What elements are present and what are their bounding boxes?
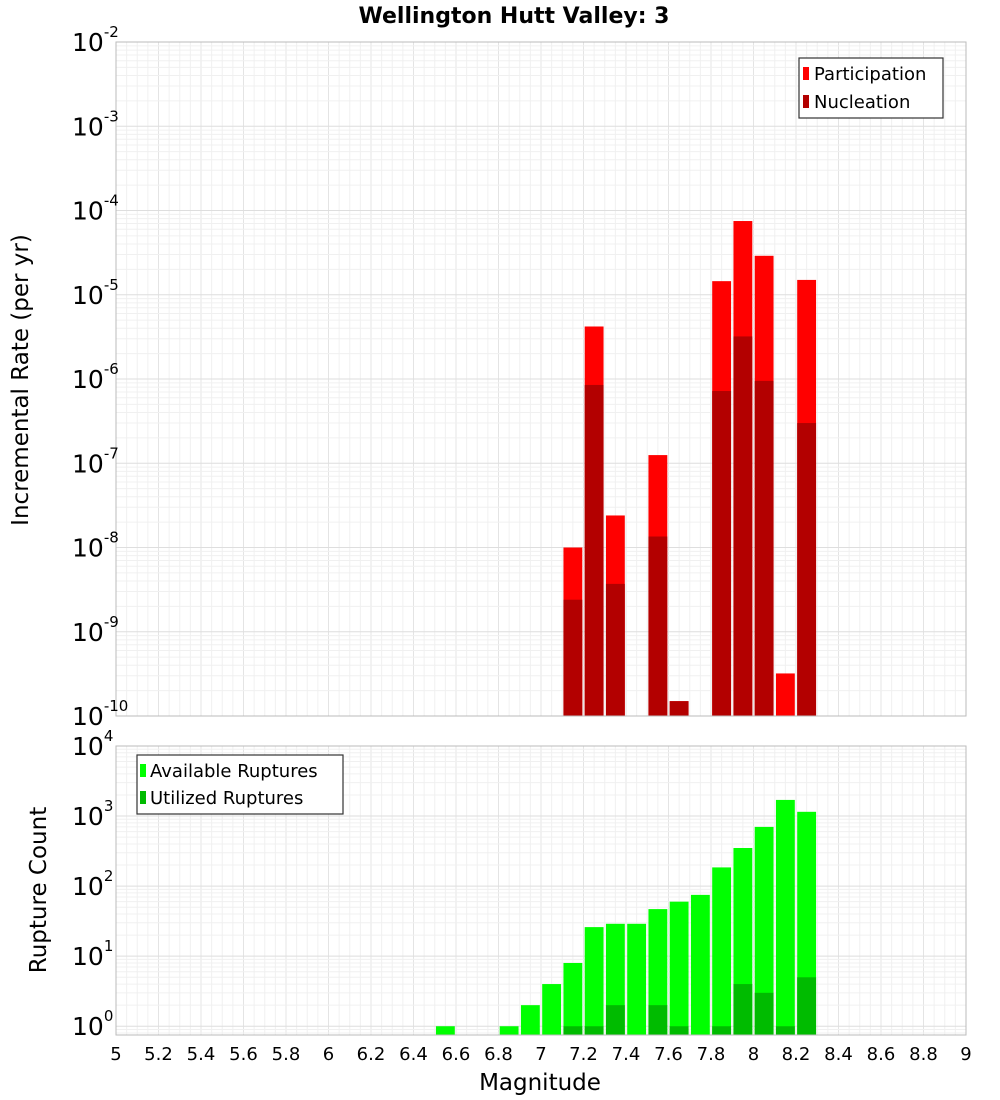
- y-tick-label: 10-10: [72, 697, 128, 731]
- y-tick-label: 101: [72, 937, 113, 971]
- x-tick-label: 8.8: [909, 1044, 938, 1065]
- rupture-count-y-axis-label: Rupture Count: [26, 807, 52, 973]
- bar-nucleation-m7.95: [733, 336, 753, 716]
- x-tick-label: 6.4: [399, 1044, 428, 1065]
- bar-utilized-ruptures-m7.95: [733, 984, 753, 1035]
- x-tick-label: 9: [960, 1044, 971, 1065]
- incremental-rate-grid: [116, 41, 966, 717]
- bar-utilized-ruptures-m8.15: [775, 1026, 795, 1035]
- bar-utilized-ruptures-m8.05: [754, 992, 774, 1035]
- legend-swatch-available-ruptures: [140, 764, 146, 777]
- bar-available-ruptures-m7.45: [627, 923, 647, 1035]
- bar-nucleation-m7.55: [648, 536, 668, 716]
- bar-utilized-ruptures-m7.85: [712, 1026, 732, 1035]
- legend-swatch-nucleation: [803, 95, 809, 108]
- bar-nucleation-m7.15: [563, 599, 583, 716]
- legend-label-available-ruptures: Available Ruptures: [150, 761, 318, 782]
- rupture-count-grid: [116, 745, 966, 1035]
- x-tick-label: 5: [110, 1044, 121, 1065]
- bar-nucleation-m7.35: [605, 583, 625, 716]
- legend-swatch-utilized-ruptures: [140, 791, 146, 804]
- x-tick-label: 5.4: [187, 1044, 216, 1065]
- x-tick-label: 6.6: [442, 1044, 471, 1065]
- rupture-count-bars: [435, 799, 817, 1035]
- y-tick-label: 103: [72, 797, 113, 831]
- bar-nucleation-m7.25: [584, 384, 604, 716]
- bar-available-ruptures-m7.65: [669, 901, 689, 1035]
- bar-utilized-ruptures-m7.55: [648, 1005, 668, 1035]
- x-tick-label: 7.4: [612, 1044, 641, 1065]
- bar-available-ruptures-m7.85: [712, 867, 732, 1035]
- bar-available-ruptures-m8.15: [775, 799, 795, 1035]
- x-tick-label: 7.8: [697, 1044, 726, 1065]
- bar-utilized-ruptures-m7.35: [605, 1005, 625, 1035]
- x-tick-label: 5.6: [229, 1044, 258, 1065]
- bar-utilized-ruptures-m7.65: [669, 1026, 689, 1035]
- bar-available-ruptures-m6.95: [520, 1005, 540, 1035]
- y-tick-label: 10-2: [72, 23, 119, 57]
- x-tick-label: 8.2: [782, 1044, 811, 1065]
- legend-swatch-participation: [803, 67, 809, 80]
- x-tick-label: 6.2: [357, 1044, 386, 1065]
- x-tick-label: 7: [535, 1044, 546, 1065]
- bar-nucleation-m7.65: [669, 701, 689, 716]
- y-tick-label: 104: [72, 727, 113, 761]
- incremental-rate-legend: Participation Nucleation: [798, 57, 944, 119]
- x-tick-label: 6: [323, 1044, 334, 1065]
- bar-utilized-ruptures-m7.15: [563, 1026, 583, 1035]
- y-tick-label: 10-8: [72, 529, 119, 563]
- x-tick-label: 8: [748, 1044, 759, 1065]
- x-tick-label: 8.4: [824, 1044, 853, 1065]
- bar-available-ruptures-m7.05: [542, 984, 562, 1035]
- bar-available-ruptures-m7.15: [563, 962, 583, 1035]
- x-tick-label: 6.8: [484, 1044, 513, 1065]
- y-tick-label: 10-9: [72, 613, 119, 647]
- bar-available-ruptures-m8.05: [754, 826, 774, 1035]
- y-tick-label: 10-5: [72, 276, 119, 310]
- y-tick-label: 10-3: [72, 107, 119, 141]
- bar-available-ruptures-m6.85: [499, 1026, 519, 1035]
- incremental-rate-panel: 10-10 10-9 10-8 10-7 10-6 10-5 10-4 10-3 10-2 In…: [8, 23, 967, 731]
- y-tick-label: 100: [72, 1007, 113, 1041]
- legend-label-participation: Participation: [814, 64, 926, 85]
- y-tick-label: 10-4: [72, 192, 119, 226]
- chart-title: Wellington Hutt Valley: 3: [359, 4, 670, 29]
- bar-available-ruptures-m7.75: [690, 894, 710, 1035]
- bar-nucleation-m7.85: [712, 391, 732, 716]
- y-tick-label: 10-6: [72, 360, 119, 394]
- x-tick-label: 5.2: [144, 1044, 173, 1065]
- rupture-count-panel: 100 101 102 103 104 5 5.2 5.4 5.6 5.8 6 6.2 6.4 6.6 6…: [26, 727, 972, 1096]
- legend-label-utilized-ruptures: Utilized Ruptures: [150, 788, 303, 809]
- bar-available-ruptures-m7.25: [584, 927, 604, 1035]
- bar-available-ruptures-m6.55: [435, 1026, 455, 1035]
- bar-utilized-ruptures-m7.25: [584, 1026, 604, 1035]
- bar-nucleation-m8.25: [797, 423, 817, 716]
- bar-utilized-ruptures-m8.25: [797, 977, 817, 1035]
- incremental-rate-bars: [563, 221, 817, 716]
- y-tick-label: 102: [72, 867, 113, 901]
- magnitude-x-ticks: 5 5.2 5.4 5.6 5.8 6 6.2 6.4 6.6 6.8 7 7.2 7.4 7.6 7.8 8…: [110, 1044, 971, 1065]
- x-tick-label: 7.6: [654, 1044, 683, 1065]
- rupture-count-y-ticks: 100 101 102 103 104: [72, 727, 113, 1041]
- bar-available-ruptures-m7.55: [648, 909, 668, 1035]
- x-tick-label: 5.8: [272, 1044, 301, 1065]
- legend-label-nucleation: Nucleation: [814, 92, 910, 113]
- bar-nucleation-m8.05: [754, 380, 774, 716]
- rupture-count-legend: Available Ruptures Utilized Ruptures: [136, 754, 344, 815]
- incremental-rate-y-ticks: 10-10 10-9 10-8 10-7 10-6 10-5 10-4 10-3 10-2: [72, 23, 128, 731]
- y-tick-label: 10-7: [72, 444, 119, 478]
- incremental-rate-y-axis-label: Incremental Rate (per yr): [8, 234, 34, 526]
- magnitude-x-axis-label: Magnitude: [479, 1070, 601, 1096]
- x-tick-label: 7.2: [569, 1044, 598, 1065]
- x-tick-label: 8.6: [867, 1044, 896, 1065]
- bar-participation-m8.15: [775, 673, 795, 716]
